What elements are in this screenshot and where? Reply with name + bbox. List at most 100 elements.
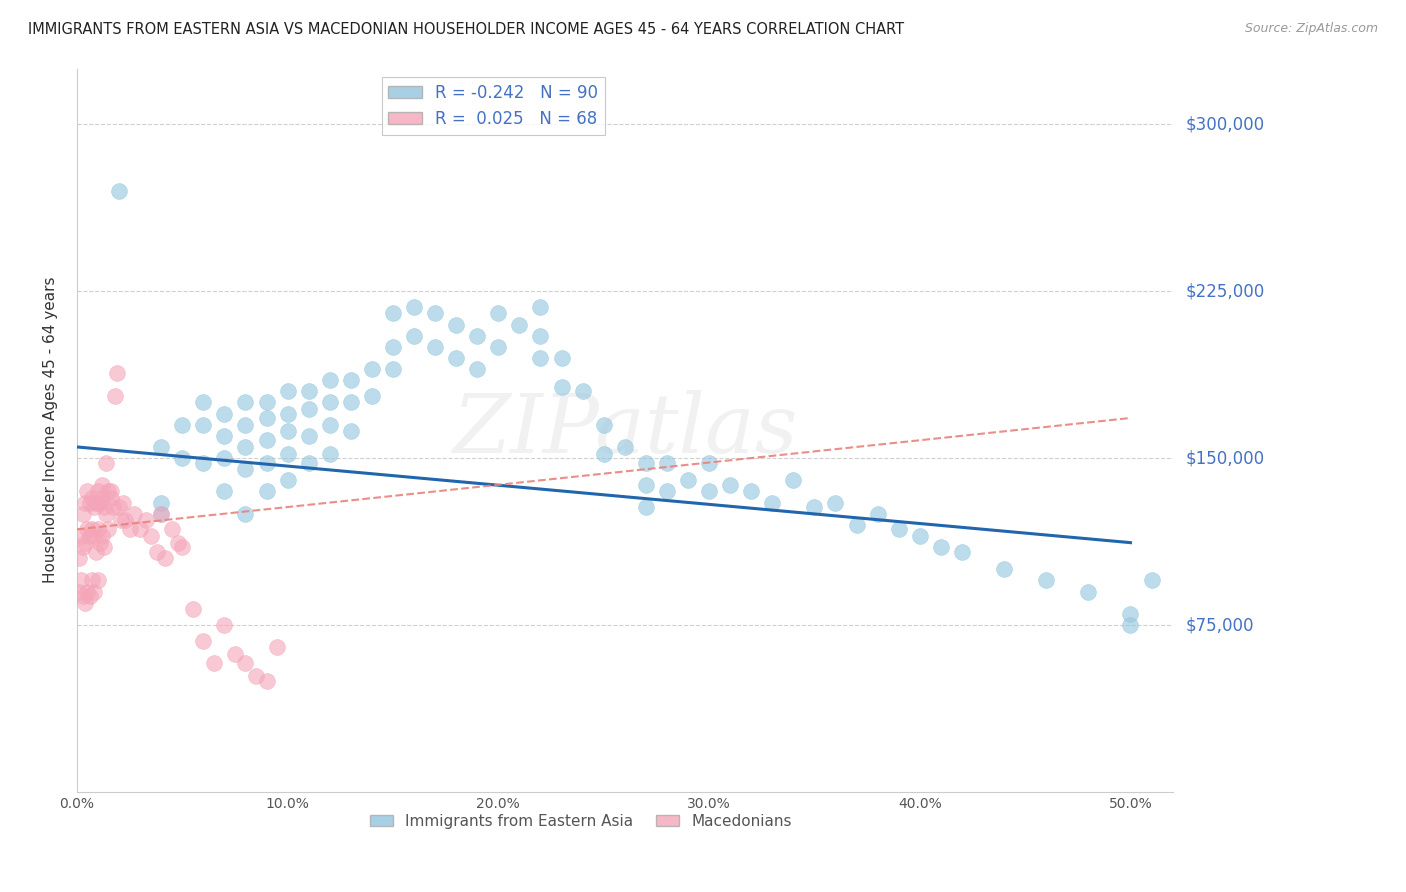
- Point: [83, 500, 105, 514]
- Point: [214, 407, 236, 421]
- Point: [381, 340, 404, 354]
- Point: [529, 328, 551, 343]
- Point: [803, 500, 825, 514]
- Point: [150, 440, 173, 454]
- Point: [655, 456, 678, 470]
- Point: [761, 495, 783, 509]
- Point: [214, 429, 236, 443]
- Point: [550, 351, 572, 365]
- Text: $150,000: $150,000: [1185, 449, 1264, 467]
- Point: [277, 425, 299, 439]
- Point: [571, 384, 593, 399]
- Point: [110, 513, 132, 527]
- Point: [100, 484, 122, 499]
- Point: [193, 395, 215, 409]
- Point: [360, 362, 382, 376]
- Point: [529, 300, 551, 314]
- Point: [319, 395, 342, 409]
- Point: [1119, 618, 1142, 632]
- Point: [655, 484, 678, 499]
- Point: [181, 602, 204, 616]
- Point: [139, 529, 162, 543]
- Point: [235, 462, 257, 476]
- Point: [101, 500, 124, 514]
- Point: [592, 447, 614, 461]
- Y-axis label: Householder Income Ages 45 - 64 years: Householder Income Ages 45 - 64 years: [44, 277, 58, 583]
- Point: [887, 522, 910, 536]
- Point: [245, 669, 267, 683]
- Point: [118, 522, 141, 536]
- Point: [89, 535, 111, 549]
- Point: [465, 362, 488, 376]
- Text: IMMIGRANTS FROM EASTERN ASIA VS MACEDONIAN HOUSEHOLDER INCOME AGES 45 - 64 YEARS: IMMIGRANTS FROM EASTERN ASIA VS MACEDONI…: [28, 22, 904, 37]
- Point: [340, 373, 363, 387]
- Point: [235, 440, 257, 454]
- Point: [277, 407, 299, 421]
- Point: [634, 500, 657, 514]
- Point: [67, 584, 90, 599]
- Point: [235, 395, 257, 409]
- Point: [160, 522, 183, 536]
- Point: [465, 328, 488, 343]
- Point: [529, 351, 551, 365]
- Point: [298, 429, 321, 443]
- Point: [83, 529, 105, 543]
- Point: [214, 451, 236, 466]
- Point: [592, 417, 614, 432]
- Point: [89, 495, 111, 509]
- Point: [167, 535, 190, 549]
- Point: [697, 456, 720, 470]
- Point: [340, 425, 363, 439]
- Point: [172, 417, 194, 432]
- Point: [993, 562, 1015, 576]
- Point: [381, 362, 404, 376]
- Point: [93, 500, 115, 514]
- Point: [79, 589, 101, 603]
- Point: [72, 507, 94, 521]
- Point: [193, 417, 215, 432]
- Point: [929, 540, 952, 554]
- Text: $300,000: $300,000: [1185, 115, 1264, 133]
- Point: [423, 340, 446, 354]
- Text: ZIPatlas: ZIPatlas: [451, 390, 797, 470]
- Point: [79, 529, 101, 543]
- Point: [277, 473, 299, 487]
- Point: [740, 484, 762, 499]
- Point: [122, 507, 145, 521]
- Point: [114, 513, 136, 527]
- Point: [87, 522, 110, 536]
- Point: [146, 544, 169, 558]
- Point: [87, 495, 110, 509]
- Point: [402, 328, 425, 343]
- Point: [444, 351, 467, 365]
- Point: [486, 306, 509, 320]
- Legend: Immigrants from Eastern Asia, Macedonians: Immigrants from Eastern Asia, Macedonian…: [364, 808, 799, 835]
- Point: [80, 491, 103, 505]
- Point: [613, 440, 636, 454]
- Point: [150, 507, 173, 521]
- Point: [129, 522, 152, 536]
- Point: [423, 306, 446, 320]
- Point: [360, 389, 382, 403]
- Point: [75, 535, 97, 549]
- Point: [214, 618, 236, 632]
- Point: [381, 306, 404, 320]
- Point: [112, 495, 135, 509]
- Point: [319, 447, 342, 461]
- Point: [193, 456, 215, 470]
- Point: [172, 540, 194, 554]
- Point: [266, 640, 288, 655]
- Point: [845, 517, 868, 532]
- Point: [97, 522, 120, 536]
- Point: [1140, 574, 1163, 588]
- Point: [1035, 574, 1057, 588]
- Point: [256, 673, 278, 688]
- Point: [235, 507, 257, 521]
- Point: [70, 529, 93, 543]
- Point: [87, 574, 110, 588]
- Point: [224, 647, 246, 661]
- Point: [79, 495, 101, 509]
- Point: [75, 596, 97, 610]
- Point: [75, 495, 97, 509]
- Point: [486, 340, 509, 354]
